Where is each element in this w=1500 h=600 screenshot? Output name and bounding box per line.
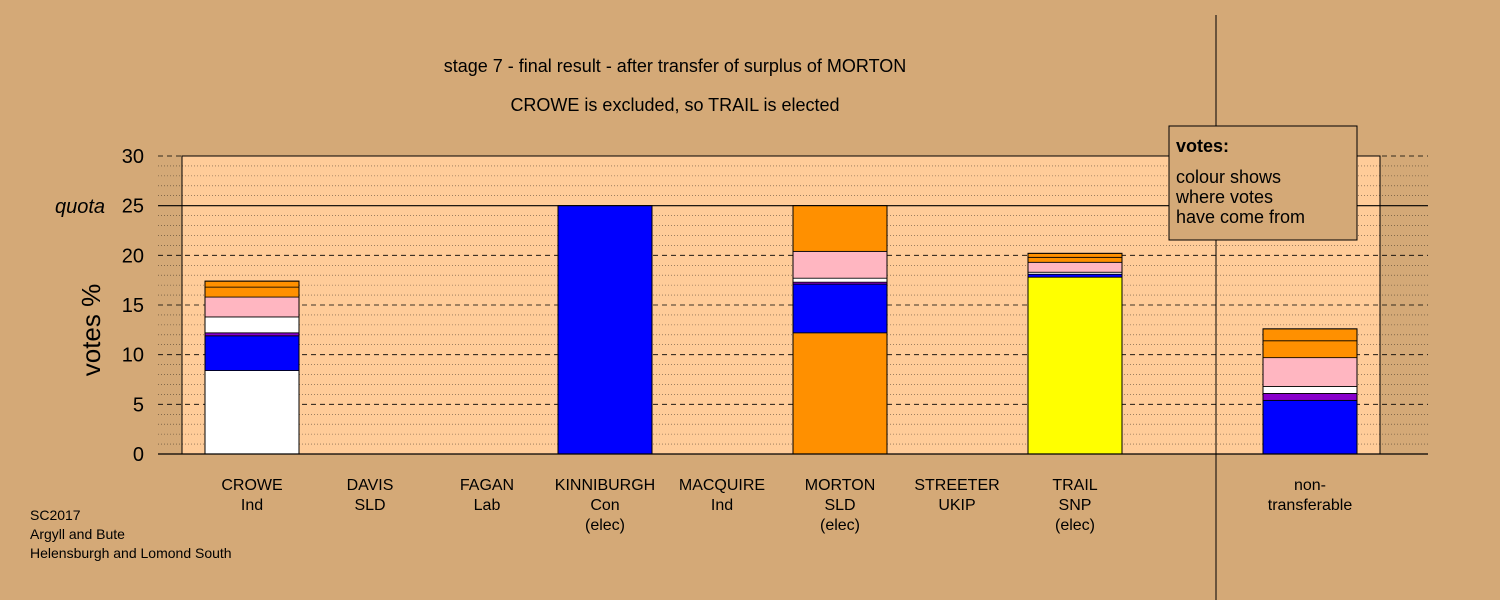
- x-category-label: non-: [1294, 477, 1326, 494]
- bar-segment: [1262, 340, 1358, 359]
- y-tick-label: 25: [122, 196, 144, 218]
- bar-segment: [1027, 252, 1123, 258]
- bar-segment: [557, 205, 653, 455]
- chart-subtitle: CROWE is excluded, so TRAIL is elected: [510, 95, 839, 115]
- x-category-label: KINNIBURGH: [555, 477, 655, 494]
- legend-line: have come from: [1176, 207, 1305, 227]
- y-axis-label: votes %: [76, 284, 106, 377]
- bars: [204, 205, 1358, 455]
- axes: [158, 15, 1428, 600]
- bar-3: [557, 205, 653, 455]
- y-tick-label: 0: [133, 444, 144, 466]
- bar-segment: [1262, 393, 1358, 401]
- bar-7: [1027, 252, 1123, 455]
- y-tick-label: 5: [133, 394, 144, 416]
- bar-segment: [1262, 399, 1358, 455]
- x-category-label: DAVIS: [347, 477, 394, 494]
- x-category-label: Lab: [474, 497, 501, 514]
- chart-title: stage 7 - final result - after transfer …: [444, 56, 907, 76]
- legend-title: votes:: [1176, 136, 1229, 156]
- bar-segment: [204, 332, 300, 337]
- x-category-label: MACQUIRE: [679, 477, 765, 494]
- bar-segment: [1262, 386, 1358, 394]
- legend-line: where votes: [1175, 187, 1273, 207]
- legend-line: colour shows: [1176, 167, 1281, 187]
- bar-0: [204, 280, 300, 455]
- bar-segment: [204, 280, 300, 288]
- bar-segment: [1262, 357, 1358, 387]
- x-category-label: Con: [590, 497, 619, 514]
- quota-label: quota: [55, 196, 105, 218]
- y-tick-label: 10: [122, 345, 144, 367]
- footer-line: SC2017: [30, 507, 81, 523]
- y-tick-label: 30: [122, 146, 144, 168]
- x-category-label: UKIP: [938, 497, 975, 514]
- bar-segment: [1027, 273, 1123, 278]
- x-category-label: transferable: [1268, 497, 1353, 514]
- bar-segment: [204, 370, 300, 455]
- bar-5: [792, 205, 888, 455]
- x-category-label: STREETER: [914, 477, 999, 494]
- x-category-label: MORTON: [805, 477, 876, 494]
- bar-8: [1262, 328, 1358, 455]
- legend-box: votes: colour shows where votes have com…: [1168, 125, 1358, 241]
- x-category-label: Ind: [241, 497, 263, 514]
- x-category-label: SNP: [1059, 497, 1092, 514]
- bar-segment: [1027, 276, 1123, 455]
- y-tick-label: 20: [122, 245, 144, 267]
- x-category-labels: CROWE Ind DAVIS SLD FAGAN Lab KINNIBURGH Con (el…: [221, 477, 1352, 534]
- bar-segment: [792, 250, 888, 279]
- y-tick-labels: 0 5 10 15 20 25 30: [122, 146, 144, 466]
- bar-segment: [1262, 328, 1358, 342]
- bar-segment: [792, 277, 888, 283]
- x-category-label: Ind: [711, 497, 733, 514]
- x-category-label: (elec): [1055, 517, 1095, 534]
- footer-line: Argyll and Bute: [30, 526, 125, 542]
- bar-segment: [1027, 261, 1123, 273]
- bar-segment: [204, 296, 300, 318]
- x-category-label: (elec): [585, 517, 625, 534]
- x-category-label: SLD: [354, 497, 385, 514]
- bar-segment: [792, 283, 888, 334]
- x-category-label: FAGAN: [460, 477, 514, 494]
- bar-segment: [204, 286, 300, 298]
- x-category-label: (elec): [820, 517, 860, 534]
- x-category-label: CROWE: [221, 477, 282, 494]
- bar-segment: [1027, 256, 1123, 263]
- bar-segment: [204, 335, 300, 371]
- bar-segment: [792, 332, 888, 455]
- x-category-label: SLD: [824, 497, 855, 514]
- x-category-label: TRAIL: [1052, 477, 1097, 494]
- bar-segment: [204, 316, 300, 334]
- bar-segment: [792, 205, 888, 252]
- y-tick-label: 15: [122, 295, 144, 317]
- footer-line: Helensburgh and Lomond South: [30, 545, 232, 561]
